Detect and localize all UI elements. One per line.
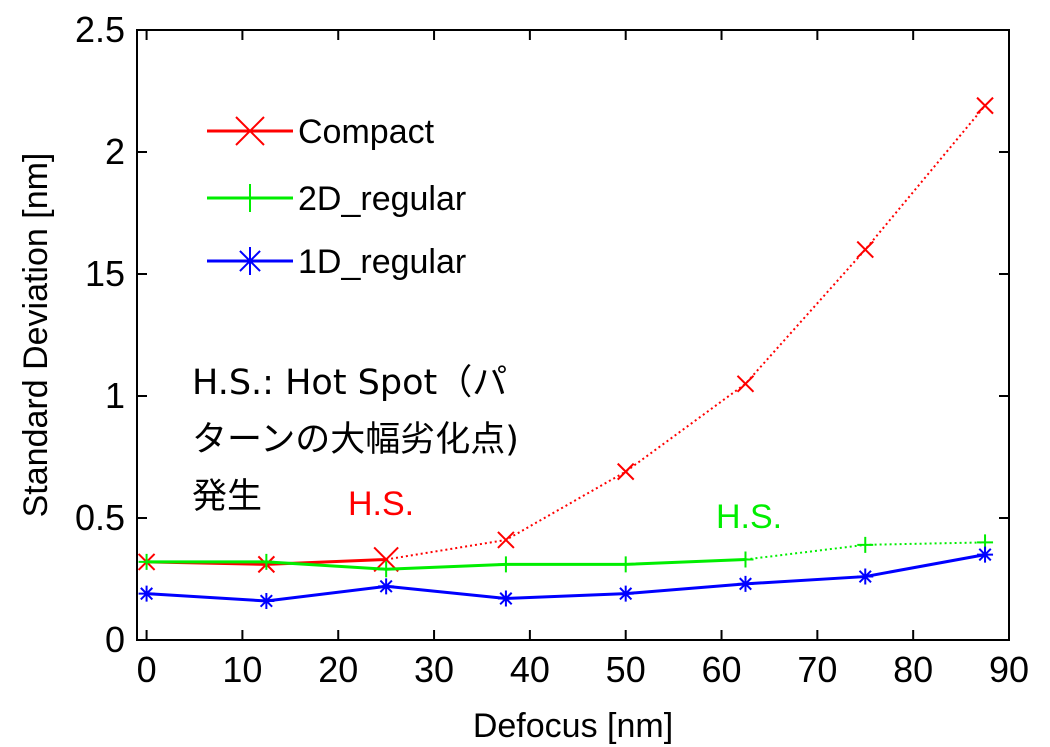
data-point [497, 531, 515, 549]
series-line-solid [146, 553, 986, 603]
data-point [258, 592, 275, 609]
data-point [977, 546, 994, 563]
x-tick-label: 20 [318, 649, 358, 690]
data-point [856, 240, 874, 259]
y-tick-label: 1 [105, 375, 125, 416]
series-2d-regular [138, 534, 994, 578]
x-tick-label: 30 [414, 649, 454, 690]
hs-label-compact: H.S. [348, 485, 414, 523]
series-1d-regular [138, 546, 994, 609]
data-point [737, 551, 754, 568]
y-tick-label: 2 [105, 131, 125, 172]
data-point [857, 536, 874, 553]
data-point [497, 556, 514, 573]
y-tick-label: 15 [85, 253, 125, 294]
data-point [976, 96, 994, 115]
x-tick-label: 70 [797, 649, 837, 690]
legend-marker [236, 184, 264, 212]
data-point [736, 375, 755, 393]
series-line-solid [146, 557, 746, 571]
data-point [378, 578, 395, 595]
hot-spot-note-line-2: ターンの大幅劣化点) [192, 420, 519, 460]
data-point [497, 590, 514, 607]
y-tick-label: 0.5 [75, 497, 125, 538]
y-tick-label: 0 [105, 619, 125, 660]
data-point [737, 575, 754, 592]
series-group [137, 96, 994, 609]
y-tick-label: 2.5 [75, 9, 125, 50]
x-tick-label: 0 [137, 649, 157, 690]
axis-ticks: 0 10 20 30 40 50 60 70 80 90 0 0.5 1 15 2 2.5 [75, 9, 1029, 690]
data-point [138, 585, 155, 602]
data-point [857, 568, 874, 585]
x-axis-title: Defocus [nm] [473, 707, 673, 745]
legend-label-compact: Compact [298, 113, 435, 151]
x-tick-label: 10 [222, 649, 262, 690]
data-point [617, 556, 634, 573]
hot-spot-note-line-1: H.S.: Hot Spot（パ [192, 363, 507, 403]
x-tick-label: 60 [702, 649, 742, 690]
legend-label-1d-regular: 1D_regular [298, 243, 466, 281]
legend-label-2d-regular: 2D_regular [298, 180, 466, 218]
x-tick-label: 90 [989, 649, 1029, 690]
x-tick-label: 40 [510, 649, 550, 690]
data-point [378, 561, 395, 578]
legend-marker [235, 116, 265, 146]
legend-marker [236, 247, 264, 275]
data-point [138, 553, 155, 570]
plot-area [136, 29, 1010, 641]
hot-spot-note-line-3: 発生 [192, 477, 262, 517]
legend: Compact 2D_regular 1D_regular [207, 113, 466, 281]
data-point [258, 553, 275, 570]
series-line-dotted [385, 105, 986, 561]
data-point [617, 585, 634, 602]
hs-label-2d-regular: H.S. [716, 498, 782, 536]
y-axis-title: Standard Deviation [nm] [17, 153, 55, 518]
x-tick-label: 50 [606, 649, 646, 690]
data-point [616, 462, 635, 481]
x-tick-label: 80 [893, 649, 933, 690]
